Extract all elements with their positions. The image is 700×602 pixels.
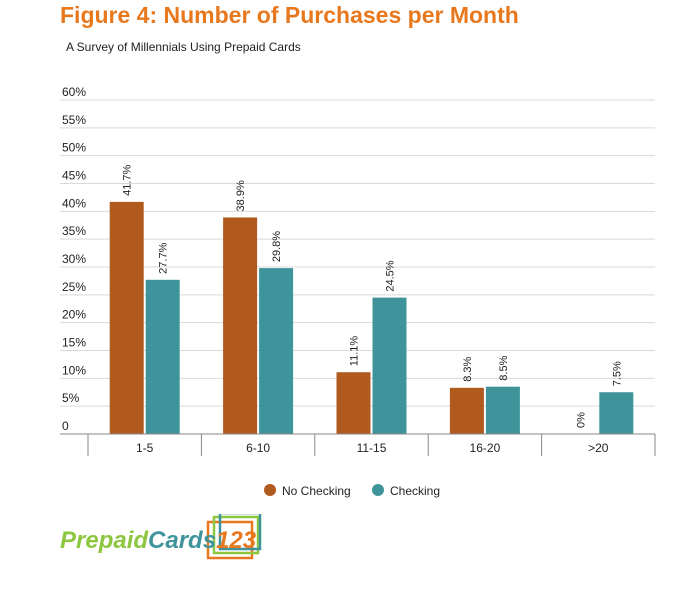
bar-checking (145, 279, 180, 434)
prepaidcards123-logo: PrepaidCards123 (60, 514, 262, 560)
data-label: 8.3% (462, 357, 474, 382)
logo-text-123: 123 (216, 527, 257, 554)
x-category-label: 6-10 (246, 441, 270, 455)
y-tick-label: 5% (62, 391, 80, 405)
y-axis-ticks: 0 5% 10% 15% 20% 25% 30% 35% 40% 45% 50% 55% 60% (62, 85, 86, 433)
x-axis: 1-5 6-10 11-15 16-20 >20 (60, 433, 656, 456)
legend-label: No Checking (282, 484, 351, 498)
legend: No Checking Checking (264, 484, 440, 498)
data-label: 11.1% (349, 336, 361, 367)
logo-text-prepaid: Prepaid (60, 527, 149, 554)
data-label: 41.7% (122, 164, 134, 195)
logo-text-cards: Cards (148, 527, 216, 554)
y-tick-label: 20% (62, 308, 86, 322)
data-labels: 41.7% 27.7% 38.9% 29.8% 11.1% 24.5% 8.3% 8.5% 0%… (122, 164, 624, 428)
y-tick-label: 10% (62, 363, 86, 377)
bar-no-checking (449, 387, 484, 434)
cards-icon (206, 514, 262, 560)
data-label: 29.8% (271, 231, 283, 262)
y-tick-label: 50% (62, 141, 86, 155)
x-category-label: >20 (588, 441, 609, 455)
bar-no-checking (223, 217, 258, 434)
data-label: 8.5% (498, 355, 510, 380)
legend-label: Checking (390, 484, 440, 498)
y-tick-label: 35% (62, 224, 86, 238)
data-label: 0% (575, 412, 587, 428)
bar-checking (259, 268, 294, 434)
bar-checking (372, 297, 407, 434)
bars (109, 201, 634, 434)
svg-text:PrepaidCards123: PrepaidCards123 (60, 527, 257, 554)
bar-no-checking (336, 372, 371, 434)
y-tick-label: 45% (62, 169, 86, 183)
legend-swatch-no-checking (264, 484, 276, 496)
bar-checking (599, 392, 634, 434)
bar-no-checking (109, 201, 144, 434)
chart-title: Figure 4: Number of Purchases per Month (60, 2, 519, 28)
data-label: 27.7% (158, 242, 170, 273)
y-tick-label: 15% (62, 336, 86, 350)
y-tick-label: 0 (62, 419, 69, 433)
data-label: 7.5% (611, 361, 623, 386)
x-category-label: 1-5 (136, 441, 154, 455)
x-category-label: 11-15 (357, 441, 387, 455)
legend-swatch-checking (372, 484, 384, 496)
y-tick-label: 40% (62, 196, 86, 210)
y-tick-label: 60% (62, 85, 86, 99)
data-label: 38.9% (235, 180, 247, 211)
bar-checking (485, 386, 520, 434)
y-tick-label: 55% (62, 113, 86, 127)
y-tick-label: 25% (62, 280, 86, 294)
data-label: 24.5% (385, 260, 397, 291)
x-category-label: 16-20 (470, 441, 501, 455)
chart-subtitle: A Survey of Millennials Using Prepaid Ca… (66, 40, 301, 54)
y-tick-label: 30% (62, 252, 86, 266)
